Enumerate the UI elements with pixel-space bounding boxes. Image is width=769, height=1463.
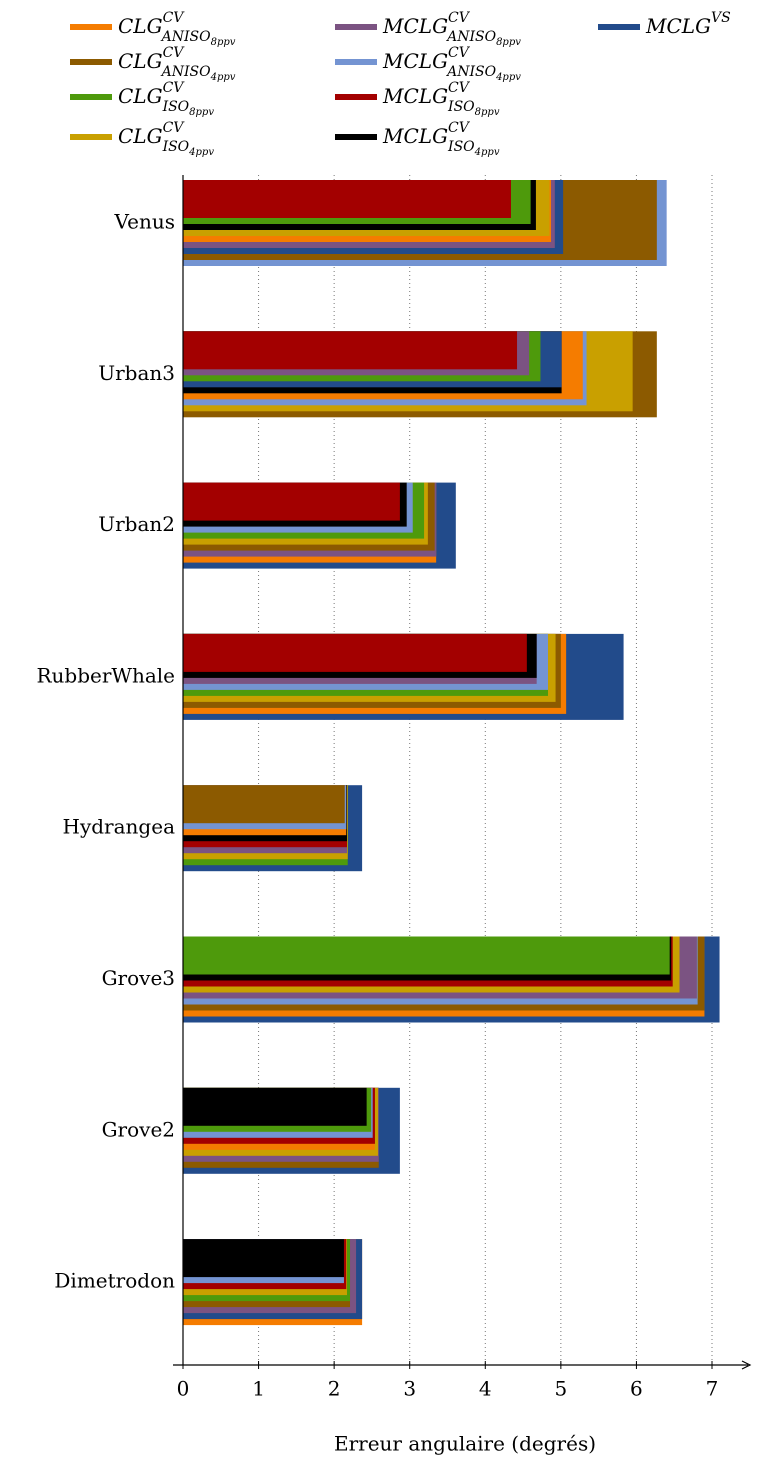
legend-subsub: 4ppv bbox=[210, 72, 236, 83]
legend-label: MCLGCV ISO8ppv bbox=[382, 80, 500, 118]
legend-sub: ISO bbox=[162, 139, 190, 155]
legend-name: MCLG bbox=[382, 14, 448, 38]
bar bbox=[183, 1239, 344, 1278]
y-tick-label: Dimetrodon bbox=[54, 1269, 175, 1293]
legend-sup: VS bbox=[711, 10, 731, 26]
y-tick-label: Grove2 bbox=[102, 1117, 175, 1141]
legend-subsub: 4ppv bbox=[188, 147, 214, 158]
legend-sup: CV bbox=[163, 80, 186, 96]
legend-sup: CV bbox=[163, 10, 186, 26]
x-tick-label: 6 bbox=[630, 1377, 643, 1401]
y-tick-label: Urban2 bbox=[98, 512, 175, 536]
legend-sub: ANISO bbox=[445, 64, 496, 80]
legend-sup: CV bbox=[163, 120, 186, 136]
legend-sub: ANISO bbox=[160, 64, 211, 80]
x-axis-label: Erreur angulaire (degrés) bbox=[334, 1432, 596, 1456]
legend-label: CLGCV ANISO4ppv bbox=[118, 45, 236, 83]
legend-sup: CV bbox=[163, 45, 186, 61]
legend-sub: ISO bbox=[162, 99, 190, 115]
legend-subsub: 8ppv bbox=[475, 107, 500, 118]
y-tick-label: Grove3 bbox=[102, 966, 175, 990]
x-axis-arrow bbox=[741, 1360, 752, 1370]
legend-sub: ANISO bbox=[445, 29, 496, 45]
x-tick-label: 5 bbox=[554, 1377, 567, 1401]
legend-label: MCLGCV ISO4ppv bbox=[382, 120, 500, 158]
legend-subsub: 4ppv bbox=[474, 147, 500, 158]
x-tick-label: 7 bbox=[706, 1377, 719, 1401]
legend-name: CLG bbox=[118, 14, 163, 38]
legend-label: CLGCV ANISO8ppv bbox=[118, 10, 236, 48]
legend-subsub: 4ppv bbox=[495, 72, 521, 83]
legend-sup: CV bbox=[448, 10, 471, 26]
legend-subsub: 8ppv bbox=[211, 37, 236, 48]
legend-name: CLG bbox=[118, 49, 163, 73]
legend-label: MCLGVS bbox=[645, 10, 731, 38]
legend-label: MCLGCV ANISO8ppv bbox=[382, 10, 521, 48]
y-tick-label: Urban3 bbox=[98, 361, 175, 385]
legend-name: CLG bbox=[118, 124, 163, 148]
legend-label: CLGCV ISO8ppv bbox=[118, 80, 214, 118]
bar bbox=[183, 482, 400, 521]
x-tick-label: 4 bbox=[479, 1377, 492, 1401]
legend-name: MCLG bbox=[382, 84, 448, 108]
legend-label: CLGCV ISO4ppv bbox=[118, 120, 214, 158]
bar bbox=[183, 785, 345, 824]
legend-subsub: 8ppv bbox=[496, 37, 521, 48]
bar bbox=[183, 331, 518, 370]
legend-sub: ISO bbox=[447, 139, 475, 155]
x-tick-label: 3 bbox=[403, 1377, 416, 1401]
legend-subsub: 8ppv bbox=[189, 107, 214, 118]
legend-label: MCLGCV ANISO4ppv bbox=[382, 45, 521, 83]
legend-sup: CV bbox=[448, 45, 471, 61]
bar bbox=[183, 633, 527, 672]
bar bbox=[183, 936, 670, 975]
legend-sub: ANISO bbox=[160, 29, 211, 45]
x-tick-label: 0 bbox=[177, 1377, 190, 1401]
legend-name: MCLG bbox=[645, 14, 711, 38]
legend-name: MCLG bbox=[382, 124, 448, 148]
legend-sup: CV bbox=[448, 80, 471, 96]
legend-sup: CV bbox=[448, 120, 471, 136]
bar bbox=[183, 180, 511, 218]
bar bbox=[183, 1087, 367, 1126]
legend-sub: ISO bbox=[447, 99, 475, 115]
y-tick-label: Venus bbox=[114, 210, 175, 234]
legend-name: CLG bbox=[118, 84, 163, 108]
y-tick-label: RubberWhale bbox=[36, 663, 175, 687]
x-tick-label: 1 bbox=[252, 1377, 265, 1401]
y-tick-label: Hydrangea bbox=[63, 815, 176, 839]
x-tick-label: 2 bbox=[328, 1377, 341, 1401]
legend-name: MCLG bbox=[382, 49, 448, 73]
